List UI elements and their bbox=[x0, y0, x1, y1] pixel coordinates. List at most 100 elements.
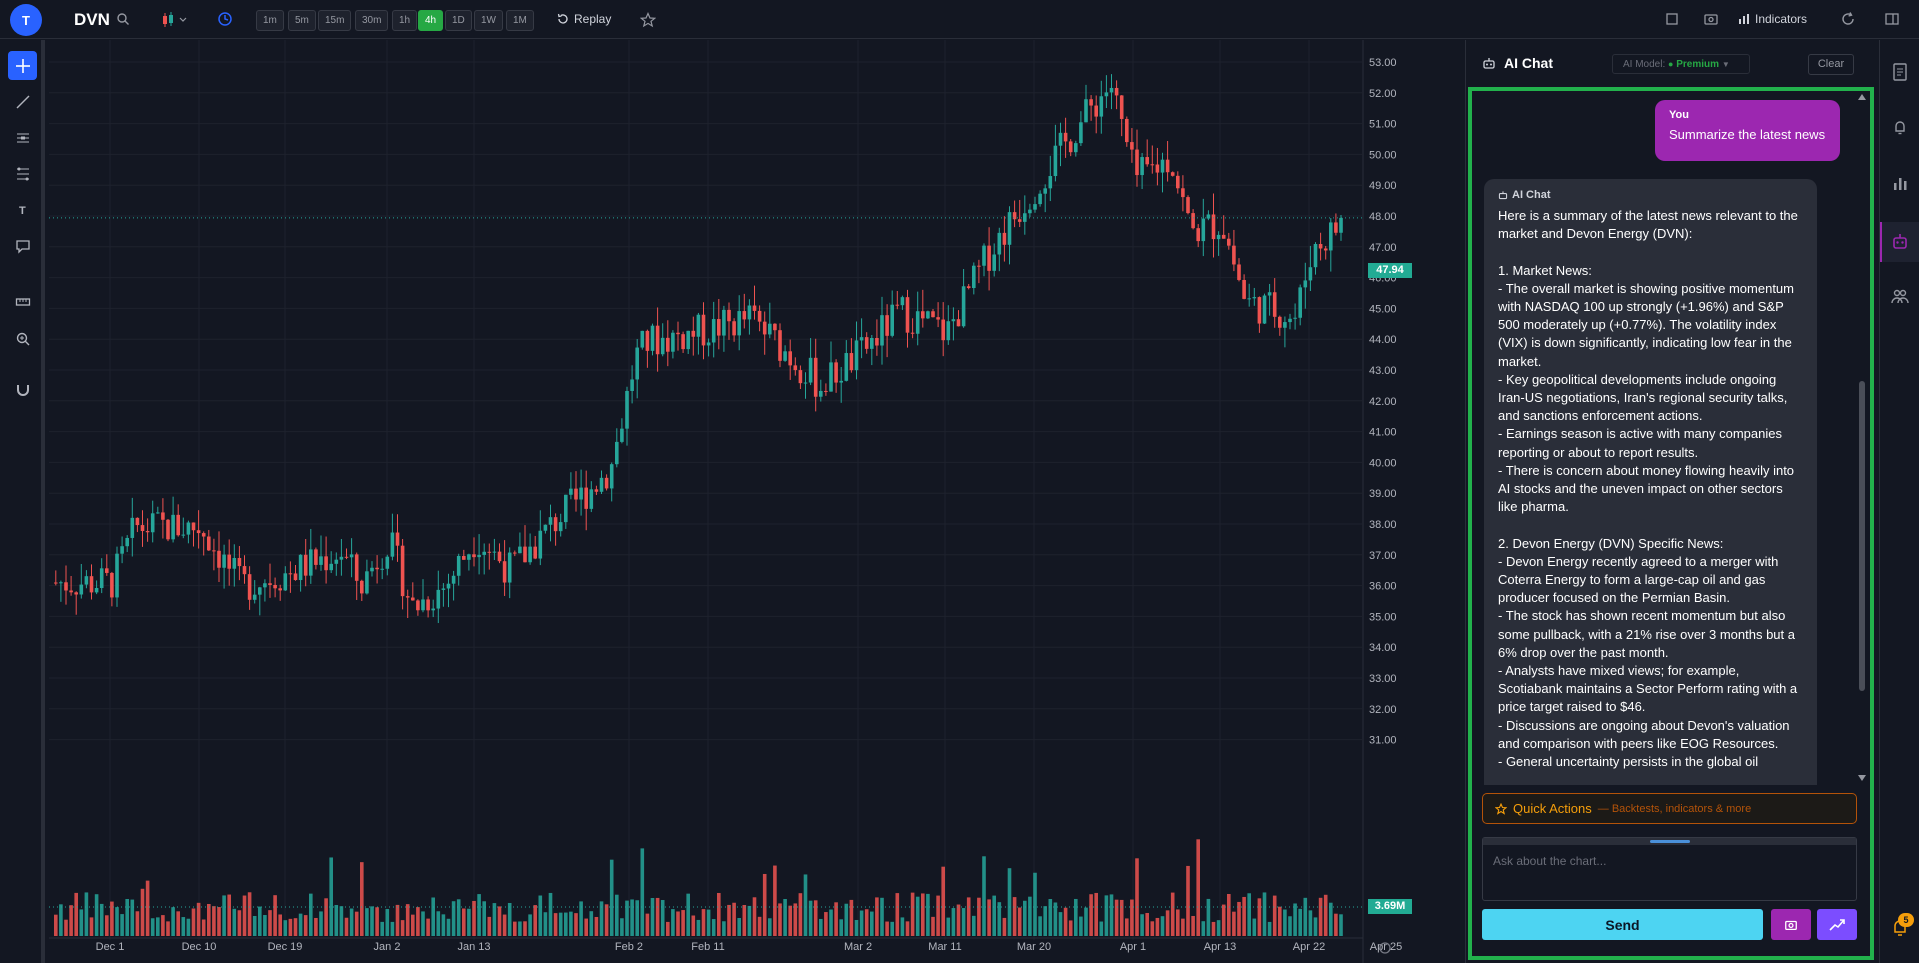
watchlist-icon[interactable] bbox=[1890, 62, 1910, 82]
candle bbox=[982, 245, 986, 266]
candlestick-chart-svg[interactable]: 53.0052.0051.0050.0049.0048.0047.0046.00… bbox=[49, 40, 1411, 963]
timeframe-1m[interactable]: 1m bbox=[256, 10, 284, 31]
chart-settings-icon[interactable] bbox=[1379, 942, 1391, 954]
volume-bar bbox=[252, 915, 257, 936]
layout-toggle-icon[interactable] bbox=[1884, 11, 1900, 27]
chat-scrollbar[interactable] bbox=[1854, 91, 1870, 785]
candlestick-type-icon[interactable] bbox=[160, 10, 192, 30]
timeframe-15m[interactable]: 15m bbox=[318, 10, 352, 31]
favorite-star-icon[interactable] bbox=[640, 12, 656, 28]
scroll-down-icon[interactable] bbox=[1858, 775, 1866, 781]
volume-bar bbox=[1196, 839, 1200, 936]
volume-bar bbox=[1288, 916, 1292, 936]
timeframe-4h[interactable]: 4h bbox=[418, 10, 444, 31]
volume-bar bbox=[446, 918, 451, 936]
candle bbox=[829, 362, 833, 392]
replay-button[interactable]: Replay bbox=[557, 12, 611, 26]
screenshot-button[interactable] bbox=[1771, 909, 1811, 940]
bar-chart-icon[interactable] bbox=[1890, 173, 1910, 193]
timeframe-1D[interactable]: 1D bbox=[445, 10, 472, 31]
candle bbox=[1002, 232, 1007, 245]
candle bbox=[94, 588, 99, 593]
candle bbox=[946, 321, 951, 341]
candle bbox=[1329, 222, 1333, 251]
symbol-search-icon[interactable] bbox=[116, 12, 130, 26]
candle bbox=[900, 297, 905, 306]
text-tool[interactable]: T bbox=[8, 195, 37, 224]
date-axis-label: Jan 2 bbox=[374, 941, 401, 953]
volume-bar bbox=[1002, 917, 1007, 936]
alerts-bell-icon[interactable] bbox=[1890, 117, 1910, 137]
chart-analysis-button[interactable] bbox=[1817, 909, 1857, 940]
volume-bar bbox=[395, 904, 400, 936]
candle bbox=[854, 340, 859, 371]
volume-bar bbox=[885, 921, 889, 936]
ruler-tool[interactable] bbox=[8, 287, 37, 316]
timeframe-5m[interactable]: 5m bbox=[288, 10, 316, 31]
candle bbox=[1145, 157, 1149, 165]
candle bbox=[283, 573, 288, 591]
comment-tool[interactable] bbox=[8, 231, 37, 260]
magnet-tool[interactable] bbox=[8, 375, 37, 404]
fib-tool[interactable] bbox=[8, 159, 37, 188]
fullscreen-square-icon[interactable] bbox=[1664, 11, 1680, 27]
volume-bar bbox=[441, 914, 446, 936]
candle bbox=[574, 488, 578, 500]
volume-bar bbox=[99, 903, 104, 936]
volume-bar bbox=[232, 908, 237, 936]
timeframe-1M[interactable]: 1M bbox=[506, 10, 534, 31]
timeframe-1h[interactable]: 1h bbox=[392, 10, 418, 31]
candle bbox=[497, 551, 502, 562]
camera-snapshot-icon[interactable] bbox=[1703, 11, 1719, 27]
clock-icon[interactable] bbox=[217, 11, 233, 27]
candle bbox=[711, 319, 716, 343]
indicators-button[interactable]: Indicators bbox=[1738, 12, 1807, 26]
candle bbox=[870, 338, 874, 349]
ai-model-selector[interactable]: AI Model: ● Premium ▼ bbox=[1612, 54, 1750, 74]
volume-bar bbox=[579, 901, 583, 936]
zoom-tool[interactable] bbox=[8, 324, 37, 353]
volume-bar bbox=[844, 903, 849, 936]
candle bbox=[859, 337, 864, 341]
ai-robot-icon[interactable] bbox=[1890, 231, 1910, 251]
candle bbox=[727, 309, 731, 322]
date-axis-label: Mar 2 bbox=[844, 941, 872, 953]
candle bbox=[1206, 214, 1211, 219]
volume-bar bbox=[594, 916, 599, 936]
volume-bar bbox=[227, 894, 231, 936]
chat-messages[interactable]: You Summarize the latest news AI Chat He… bbox=[1472, 91, 1854, 785]
volume-bar bbox=[1227, 894, 1231, 936]
volume-bar bbox=[283, 920, 288, 936]
volume-bar bbox=[64, 919, 68, 936]
price-axis-label: 31.00 bbox=[1369, 735, 1397, 747]
candle bbox=[880, 315, 884, 346]
horizontal-lines-tool[interactable] bbox=[8, 123, 37, 152]
refresh-icon[interactable] bbox=[1840, 11, 1856, 27]
quick-actions-bar[interactable]: Quick Actions — Backtests, indicators & … bbox=[1482, 793, 1857, 824]
user-avatar[interactable]: T bbox=[10, 4, 42, 36]
chat-area: You Summarize the latest news AI Chat He… bbox=[1468, 87, 1874, 960]
volume-bar bbox=[875, 897, 879, 936]
input-resize-handle[interactable] bbox=[1483, 838, 1856, 845]
volume-bar bbox=[742, 905, 747, 936]
candle bbox=[1109, 87, 1114, 93]
volume-bar bbox=[701, 909, 706, 936]
volume-bar bbox=[390, 921, 395, 936]
scroll-up-icon[interactable] bbox=[1858, 94, 1866, 100]
timeframe-30m[interactable]: 30m bbox=[355, 10, 389, 31]
chat-input[interactable] bbox=[1483, 845, 1856, 900]
timeframe-1W[interactable]: 1W bbox=[474, 10, 503, 31]
candle bbox=[487, 551, 492, 553]
community-icon[interactable] bbox=[1890, 286, 1910, 306]
scroll-thumb[interactable] bbox=[1859, 381, 1865, 691]
price-chart[interactable]: 53.00 52.00 51.00 50.00 49.00 48.00 47.00 46.00… bbox=[49, 40, 1412, 963]
trendline-tool[interactable] bbox=[8, 87, 37, 116]
candle bbox=[778, 330, 782, 361]
crosshair-tool[interactable] bbox=[8, 51, 37, 80]
send-button[interactable]: Send bbox=[1482, 909, 1763, 940]
volume-bar bbox=[207, 903, 211, 936]
symbol-name[interactable]: DVN bbox=[74, 10, 110, 29]
clear-button[interactable]: Clear bbox=[1808, 54, 1854, 75]
volume-bar bbox=[645, 913, 650, 936]
volume-bar bbox=[247, 892, 252, 936]
